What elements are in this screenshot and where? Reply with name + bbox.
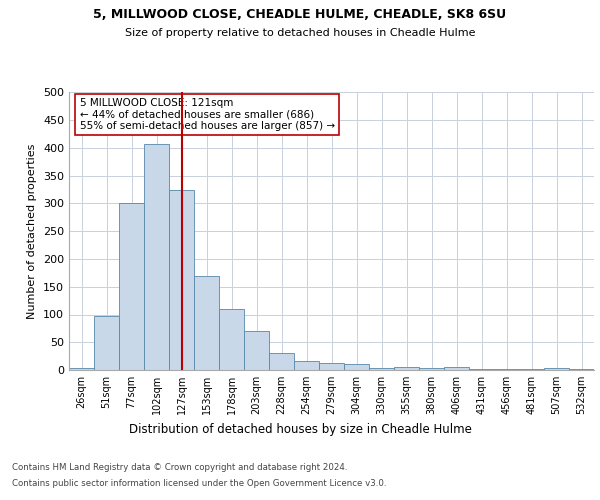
Bar	[419, 368, 444, 370]
Bar	[344, 364, 369, 370]
Text: Contains public sector information licensed under the Open Government Licence v3: Contains public sector information licen…	[12, 478, 386, 488]
Bar	[394, 367, 419, 370]
Bar	[144, 144, 169, 370]
Bar	[219, 309, 244, 370]
Bar	[119, 204, 144, 370]
Bar	[494, 369, 519, 370]
Bar	[169, 190, 194, 370]
Bar	[269, 354, 294, 370]
Text: 5 MILLWOOD CLOSE: 121sqm
← 44% of detached houses are smaller (686)
55% of semi-: 5 MILLWOOD CLOSE: 121sqm ← 44% of detach…	[79, 98, 335, 131]
Bar	[544, 368, 569, 370]
Bar	[444, 366, 469, 370]
Text: Size of property relative to detached houses in Cheadle Hulme: Size of property relative to detached ho…	[125, 28, 475, 38]
Text: Distribution of detached houses by size in Cheadle Hulme: Distribution of detached houses by size …	[128, 422, 472, 436]
Bar	[94, 316, 119, 370]
Bar	[294, 360, 319, 370]
Bar	[319, 363, 344, 370]
Bar	[244, 331, 269, 370]
Bar	[69, 368, 94, 370]
Bar	[194, 276, 219, 370]
Bar	[369, 368, 394, 370]
Y-axis label: Number of detached properties: Number of detached properties	[28, 144, 37, 319]
Text: 5, MILLWOOD CLOSE, CHEADLE HULME, CHEADLE, SK8 6SU: 5, MILLWOOD CLOSE, CHEADLE HULME, CHEADL…	[94, 8, 506, 20]
Text: Contains HM Land Registry data © Crown copyright and database right 2024.: Contains HM Land Registry data © Crown c…	[12, 464, 347, 472]
